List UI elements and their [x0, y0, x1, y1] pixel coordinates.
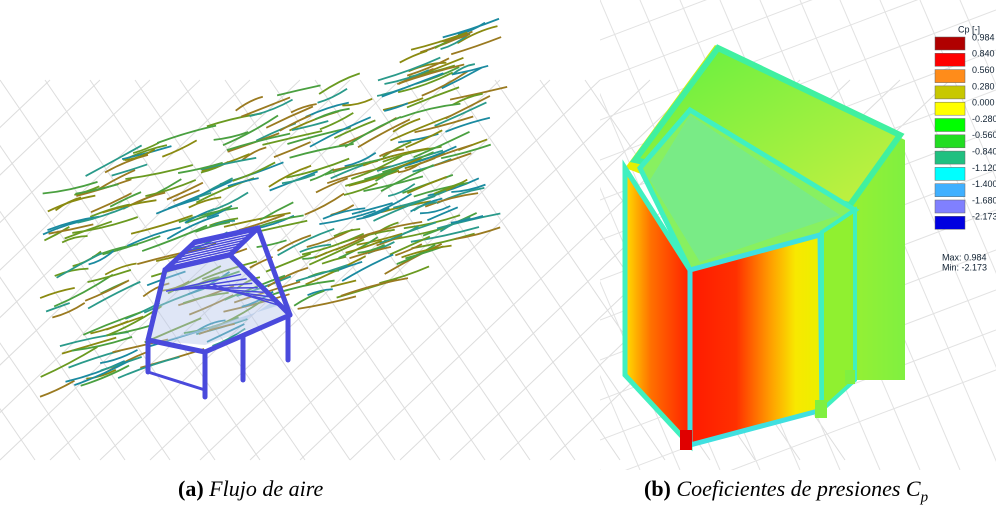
streamline: [451, 37, 501, 54]
streamline: [228, 178, 259, 186]
legend-max: Max: 0.984: [942, 252, 987, 262]
grid-line: [360, 0, 560, 470]
legend-label: 0.000: [972, 98, 995, 108]
caption-subscript: p: [921, 489, 929, 505]
legend-swatch: [935, 86, 965, 99]
streamline: [400, 51, 427, 63]
streamline: [442, 67, 482, 88]
streamline: [162, 140, 196, 156]
legend-swatch: [935, 37, 965, 50]
legend-swatch: [935, 167, 965, 180]
streamline: [373, 196, 435, 221]
streamline: [379, 266, 429, 283]
caption-label: (a): [178, 476, 204, 501]
streamline: [384, 103, 408, 111]
streamlines: [40, 19, 507, 397]
streamline: [316, 178, 348, 192]
streamline: [62, 236, 87, 242]
legend-swatch: [935, 184, 965, 197]
streamline: [349, 247, 391, 258]
streamline: [236, 97, 263, 111]
grid-line: [0, 80, 50, 460]
legend-label: -2.173: [972, 212, 996, 222]
caption-text: Coeficientes de presiones: [676, 476, 900, 501]
figure-images: Cp [-]0.9840.8400.5600.2800.000-0.280-0.…: [0, 0, 996, 470]
legend-swatch: [935, 200, 965, 213]
legend-swatch: [935, 102, 965, 115]
caption-a: (a) Flujo de aire: [178, 476, 323, 502]
legend-swatch: [935, 53, 965, 66]
streamline: [319, 73, 360, 94]
figure: Cp [-]0.9840.8400.5600.2800.000-0.280-0.…: [0, 0, 996, 514]
caption-symbol: C: [906, 476, 921, 501]
streamline: [201, 158, 257, 170]
grid-line: [315, 80, 575, 460]
caption-b: (b) Coeficientes de presiones Cp: [644, 476, 928, 506]
streamline: [277, 85, 320, 95]
streamline: [241, 97, 290, 116]
streamline: [74, 361, 129, 385]
legend-swatch: [935, 151, 965, 164]
legend-swatch: [935, 216, 965, 229]
grid-line: [600, 0, 996, 40]
streamline: [406, 130, 443, 147]
legend-label: 0.280: [972, 81, 995, 91]
grid-line: [0, 80, 125, 460]
greenhouse-frame: [148, 228, 290, 397]
streamline: [445, 118, 489, 132]
streamline: [277, 235, 311, 251]
streamline: [40, 288, 75, 298]
streamline: [131, 215, 193, 233]
legend-label: -1.400: [972, 179, 996, 189]
streamline: [296, 265, 348, 281]
streamline: [381, 165, 434, 191]
caption-label: (b): [644, 476, 671, 501]
legend-label: -0.840: [972, 146, 996, 156]
legend-swatch: [935, 70, 965, 83]
legend-swatch: [935, 135, 965, 148]
streamline: [305, 194, 344, 215]
legend-label: 0.984: [972, 32, 995, 42]
legend-label: -1.120: [972, 163, 996, 173]
streamline: [274, 142, 311, 157]
grid-line: [0, 80, 35, 460]
legend-label: -0.280: [972, 114, 996, 124]
legend-label: -0.560: [972, 130, 996, 140]
legend-min: Min: -2.173: [942, 262, 987, 272]
legend-swatch: [935, 119, 965, 132]
legend-label: 0.840: [972, 49, 995, 59]
legend-label: 0.560: [972, 65, 995, 75]
pressure-render: [360, 0, 996, 470]
legend-label: -1.680: [972, 195, 996, 205]
caption-text: Flujo de aire: [209, 476, 323, 501]
